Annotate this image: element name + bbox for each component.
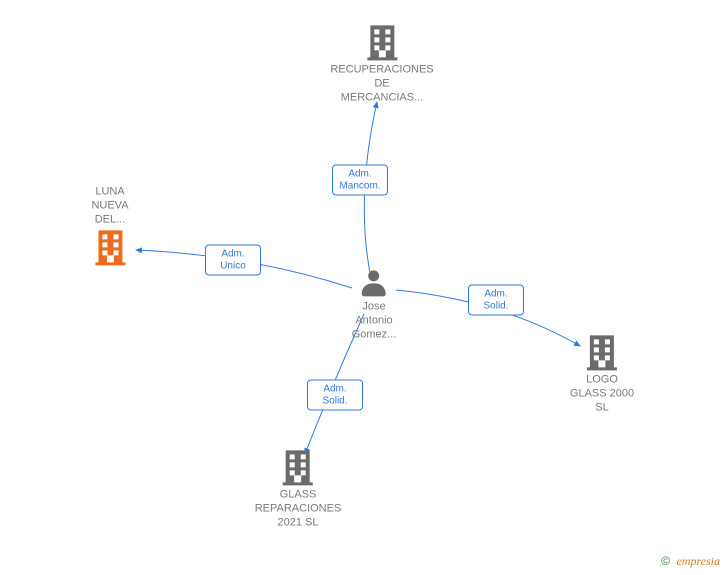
copyright-symbol: © <box>661 554 670 568</box>
edge-label-logo_glass: Adm. Solid. <box>468 285 524 316</box>
node-label: RECUPERACIONES DE MERCANCIAS... <box>330 63 433 104</box>
node-luna[interactable]: LUNA NUEVA DEL... <box>91 185 128 264</box>
diagram-canvas: Jose Antonio Gomez... RECUPERACIONES DE M… <box>0 0 728 575</box>
edge-label-glass_rep: Adm. Solid. <box>307 380 363 411</box>
node-recuperaciones[interactable]: RECUPERACIONES DE MERCANCIAS... <box>330 25 433 104</box>
building-icon <box>255 450 342 484</box>
person-icon <box>352 268 397 296</box>
building-icon <box>570 335 634 369</box>
node-label: LUNA NUEVA DEL... <box>91 185 128 226</box>
node-label: Jose Antonio Gomez... <box>352 300 397 341</box>
node-label: LOGO GLASS 2000 SL <box>570 373 634 414</box>
edge-label-recuperaciones: Adm. Mancom. <box>332 165 388 196</box>
center-node-person[interactable]: Jose Antonio Gomez... <box>352 268 397 341</box>
node-logo_glass[interactable]: LOGO GLASS 2000 SL <box>570 335 634 414</box>
building-icon <box>91 231 128 265</box>
edge-label-luna: Adm. Unico <box>205 245 261 276</box>
node-label: GLASS REPARACIONES 2021 SL <box>255 488 342 529</box>
watermark: © empresia <box>661 554 720 569</box>
node-glass_rep[interactable]: GLASS REPARACIONES 2021 SL <box>255 450 342 529</box>
building-icon <box>330 25 433 59</box>
brand-name: empresia <box>676 554 720 568</box>
